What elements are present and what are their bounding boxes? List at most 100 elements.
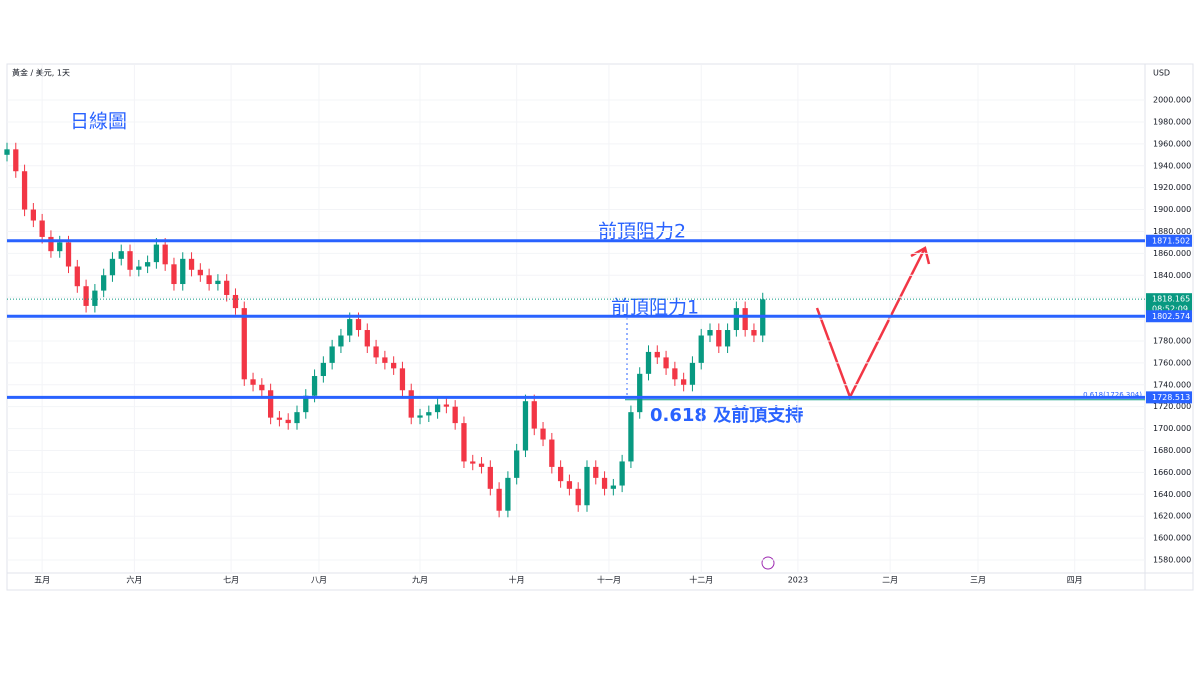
candle-body xyxy=(224,280,230,295)
candle-body xyxy=(188,258,195,270)
y-tick-label: 1880.000 xyxy=(1153,227,1191,236)
candle-body xyxy=(496,488,502,511)
candle-body xyxy=(39,220,45,237)
candle-body xyxy=(355,319,362,331)
candle-body xyxy=(724,330,731,347)
candle-body xyxy=(531,401,537,429)
x-tick-label: 二月 xyxy=(882,576,898,585)
candle-body xyxy=(382,357,388,363)
candle-body xyxy=(347,319,353,336)
candle-body xyxy=(136,266,142,270)
x-tick-label: 2023 xyxy=(788,576,808,585)
x-tick-label: 八月 xyxy=(311,576,327,585)
y-tick-label: 1840.000 xyxy=(1153,271,1191,280)
x-tick-label: 三月 xyxy=(970,576,986,585)
level-label: 1728.513 xyxy=(1152,393,1190,402)
candle-body xyxy=(619,461,625,486)
candle-body xyxy=(391,362,397,369)
candle-body xyxy=(329,346,335,363)
candle-body xyxy=(601,477,608,489)
candle-body xyxy=(250,379,256,385)
candle-body xyxy=(434,404,441,413)
y-tick-label: 1680.000 xyxy=(1153,446,1191,455)
candle-body xyxy=(30,209,36,221)
candle-body xyxy=(206,275,212,285)
candle-body xyxy=(663,357,669,369)
candle-body xyxy=(426,412,432,416)
candle-body xyxy=(645,351,652,374)
y-tick-label: 1920.000 xyxy=(1153,183,1191,192)
chart-frame xyxy=(6,63,1194,591)
candle-body xyxy=(549,439,555,467)
y-tick-label: 1900.000 xyxy=(1153,205,1191,214)
y-tick-label: 1700.000 xyxy=(1153,424,1191,433)
x-tick-label: 五月 xyxy=(34,576,50,585)
candle-body xyxy=(21,171,28,210)
candle-body xyxy=(637,373,643,413)
candle-body xyxy=(364,330,370,347)
candle-body xyxy=(127,251,133,270)
y-tick-label: 1940.000 xyxy=(1153,161,1191,170)
y-tick-label: 1600.000 xyxy=(1153,534,1191,543)
candle-body xyxy=(294,412,300,424)
x-tick-label: 四月 xyxy=(1067,576,1083,585)
y-tick-label: 2000.000 xyxy=(1153,96,1191,105)
candle-body xyxy=(303,395,309,413)
y-tick-label: 1740.000 xyxy=(1153,380,1191,389)
event-icon xyxy=(761,556,775,570)
candle-body xyxy=(83,286,89,306)
candle-body xyxy=(180,258,186,285)
candle-body xyxy=(285,419,291,424)
y-tick-label: 1760.000 xyxy=(1153,358,1191,367)
candle-body xyxy=(610,485,616,489)
candle-body xyxy=(118,251,124,259)
candle-body xyxy=(311,376,318,396)
candle-body xyxy=(259,384,265,391)
candle-body xyxy=(672,368,678,380)
x-tick-label: 十二月 xyxy=(689,575,713,585)
candle-body xyxy=(505,477,511,511)
level-box xyxy=(1146,234,1192,247)
candle-body xyxy=(197,269,203,276)
candle-body xyxy=(4,149,10,155)
candle-body xyxy=(628,412,634,462)
candle-body xyxy=(48,236,54,252)
candle-body xyxy=(171,264,177,285)
candle-body xyxy=(584,466,590,506)
candle-body xyxy=(109,258,116,276)
x-tick-label: 六月 xyxy=(126,575,142,585)
candle-body xyxy=(338,335,344,347)
candle-body xyxy=(733,308,740,331)
last-price-label: 1818.165 xyxy=(1152,295,1190,304)
y-tick-label: 1620.000 xyxy=(1153,512,1191,521)
candle-body xyxy=(92,290,98,306)
countdown: 08:52:09 xyxy=(1152,305,1188,314)
candle-body xyxy=(689,362,696,385)
candle-body xyxy=(681,379,687,385)
level-label: 1871.502 xyxy=(1152,236,1190,245)
candle-body xyxy=(144,262,151,267)
candle-body xyxy=(540,428,546,440)
candle-body xyxy=(399,368,406,391)
candle-body xyxy=(232,294,239,309)
candle-body xyxy=(514,450,520,478)
annotation: 0.618 及前頂支持 xyxy=(650,404,803,426)
y-tick-label: 1960.000 xyxy=(1153,139,1191,148)
plot xyxy=(4,65,1145,573)
candle-body xyxy=(74,266,80,287)
candle-body xyxy=(57,242,63,252)
y-tick-label: 1980.000 xyxy=(1153,117,1191,126)
currency: USD xyxy=(1153,69,1170,78)
candle-body xyxy=(470,461,476,464)
candle-body xyxy=(742,308,748,331)
y-tick-label: 1860.000 xyxy=(1153,249,1191,258)
candle-body xyxy=(487,466,493,489)
x-tick-label: 七月 xyxy=(223,576,239,585)
candle-body xyxy=(461,423,467,462)
candle-body xyxy=(452,406,458,424)
candle-body xyxy=(417,415,423,418)
candle-body xyxy=(215,280,221,285)
candle-body xyxy=(478,463,485,467)
